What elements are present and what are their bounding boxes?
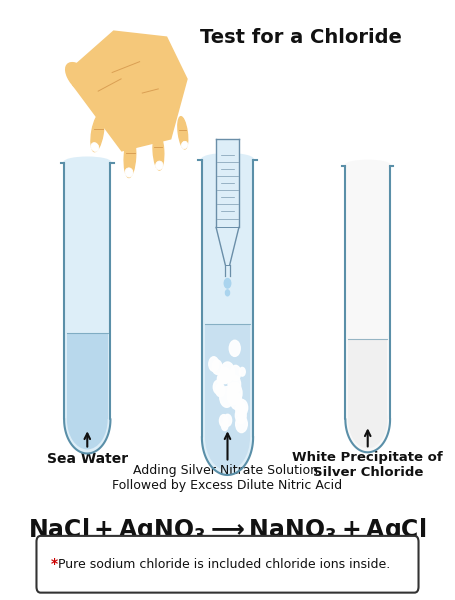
Text: Pure sodium chloride is included chloride ions inside.: Pure sodium chloride is included chlorid… (58, 558, 390, 571)
Bar (348, 339, 387, 419)
Circle shape (227, 382, 242, 404)
Circle shape (217, 373, 225, 385)
Circle shape (219, 415, 228, 427)
Ellipse shape (124, 136, 136, 178)
Circle shape (231, 365, 241, 380)
Circle shape (235, 407, 246, 424)
Circle shape (348, 391, 387, 448)
Ellipse shape (91, 143, 99, 151)
Circle shape (228, 389, 238, 404)
Circle shape (205, 404, 250, 470)
Circle shape (224, 278, 231, 288)
Circle shape (236, 415, 248, 433)
Bar (205, 324, 250, 437)
Bar (225, 265, 230, 276)
Circle shape (229, 340, 240, 356)
Bar (67, 333, 108, 419)
Circle shape (209, 357, 219, 371)
Bar (64, 163, 111, 419)
Ellipse shape (202, 154, 253, 165)
Circle shape (223, 414, 232, 427)
Text: Sea Water: Sea Water (47, 434, 128, 466)
Ellipse shape (345, 161, 390, 170)
Circle shape (216, 383, 225, 397)
Circle shape (231, 393, 242, 409)
Circle shape (226, 290, 229, 296)
Ellipse shape (64, 158, 111, 168)
Text: *: * (51, 557, 63, 571)
Circle shape (220, 368, 231, 383)
Text: $\mathbf{NaCl + AgNO_3 \longrightarrow NaNO_3 + AgCl}$: $\mathbf{NaCl + AgNO_3 \longrightarrow N… (28, 516, 427, 544)
Circle shape (213, 380, 222, 394)
Ellipse shape (125, 168, 133, 177)
Bar (216, 139, 239, 227)
Ellipse shape (66, 62, 96, 95)
Circle shape (236, 401, 246, 416)
Circle shape (202, 400, 253, 475)
Circle shape (345, 386, 390, 452)
Circle shape (67, 389, 108, 449)
Bar (345, 166, 390, 419)
Circle shape (239, 367, 245, 376)
Ellipse shape (91, 114, 104, 152)
Ellipse shape (156, 161, 163, 170)
Ellipse shape (182, 142, 187, 149)
Polygon shape (73, 31, 187, 151)
Circle shape (221, 362, 234, 382)
Circle shape (212, 360, 222, 374)
Bar (202, 160, 253, 437)
Circle shape (220, 386, 234, 407)
Text: Adding Silver Nitrate Solution,
Followed by Excess Dilute Nitric Acid: Adding Silver Nitrate Solution, Followed… (112, 464, 343, 492)
Circle shape (64, 385, 111, 454)
Circle shape (222, 421, 228, 431)
Ellipse shape (153, 131, 164, 170)
Text: White Precipitate of
Silver Chloride: White Precipitate of Silver Chloride (293, 451, 443, 479)
Circle shape (237, 400, 248, 416)
FancyBboxPatch shape (36, 536, 419, 593)
Text: Test for a Chloride: Test for a Chloride (200, 28, 402, 47)
Circle shape (228, 375, 241, 394)
Ellipse shape (178, 116, 188, 149)
Polygon shape (216, 227, 239, 265)
